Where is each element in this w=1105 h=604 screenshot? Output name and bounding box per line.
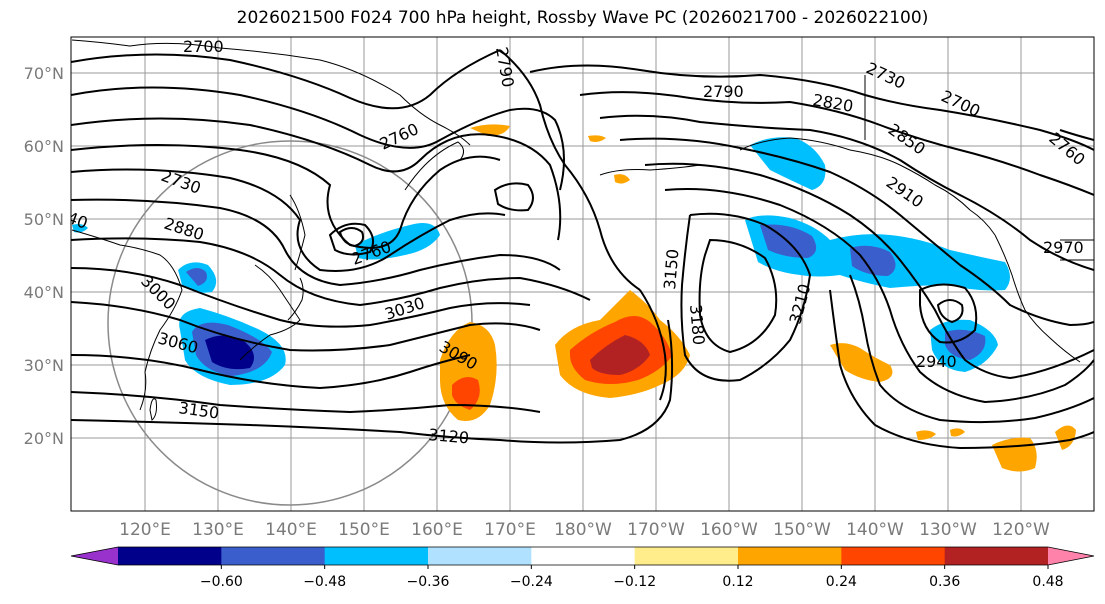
colorbar-cell [324,547,429,565]
colorbar-tick-label: 0.24 [826,574,857,590]
contour-label: 3150 [660,248,682,290]
lon-label: 150°E [338,520,390,540]
lat-label: 30°N [24,356,64,375]
contour-label: 2700 [183,37,224,56]
lon-label: 160°E [411,520,463,540]
lat-label: 70°N [24,64,64,83]
colorbar-cell [634,547,739,565]
contour-label: 3180 [686,304,708,346]
lon-label: 130°E [192,520,244,540]
lon-label: 150°W [773,520,831,540]
height-contours [71,49,1094,450]
map-title: 2026021500 F024 700 hPa height, Rossby W… [236,8,929,28]
colorbar-tick-label: −0.48 [303,574,346,590]
contour-label: 2940 [916,352,957,371]
colorbar-tick-label: −0.12 [613,574,656,590]
lon-label: 160°W [700,520,758,540]
longitude-labels: 120°E 130°E 140°E 150°E 160°E 170°E 180°… [119,520,1050,540]
lon-label: 120°E [119,520,171,540]
lat-label: 40°N [24,283,64,302]
lon-label: 120°W [992,520,1050,540]
lon-label: 170°E [484,520,536,540]
colorbar-tick-label: −0.60 [200,574,243,590]
graticule [71,37,1094,511]
colorbar-extend-high [1048,547,1094,565]
colorbar-extend-low [71,547,118,565]
lon-label: 170°W [627,520,685,540]
colorbar-cell [428,547,532,565]
lat-label: 50°N [24,210,64,229]
colorbar-tick-label: 0.12 [722,574,753,590]
lat-label: 60°N [24,137,64,156]
lon-label: 140°W [846,520,904,540]
coastlines [71,39,1094,421]
lon-label: 130°W [919,520,977,540]
colorbar-tick-label: −0.24 [510,574,553,590]
contour-label: 40 [65,208,91,233]
contour-label: 2790 [703,82,744,101]
colorbar-tick-label: 0.48 [1032,574,1063,590]
colorbar-tick-label: −0.36 [407,574,450,590]
latitude-labels: 70°N 60°N 50°N 40°N 30°N 20°N [24,64,64,448]
contour-label: 3120 [428,425,470,447]
colorbar-cell [221,547,326,565]
colorbar-cell [738,547,842,565]
colorbar-cell [118,547,222,565]
colorbar-cell [944,547,1049,565]
lat-label: 20°N [24,429,64,448]
lon-label: 180°W [554,520,612,540]
colorbar-outline [70,546,1095,566]
lon-label: 140°E [265,520,317,540]
contour-label: 2970 [1043,238,1084,257]
colorbar-tick-label: 0.36 [929,574,960,590]
colorbar-cell [531,547,636,565]
map-border [70,36,1095,512]
colorbar-cell [841,547,946,565]
colorbar: −0.60 −0.48 −0.36 −0.24 −0.12 0.12 0.24 0.36 0.4… [70,546,1095,590]
